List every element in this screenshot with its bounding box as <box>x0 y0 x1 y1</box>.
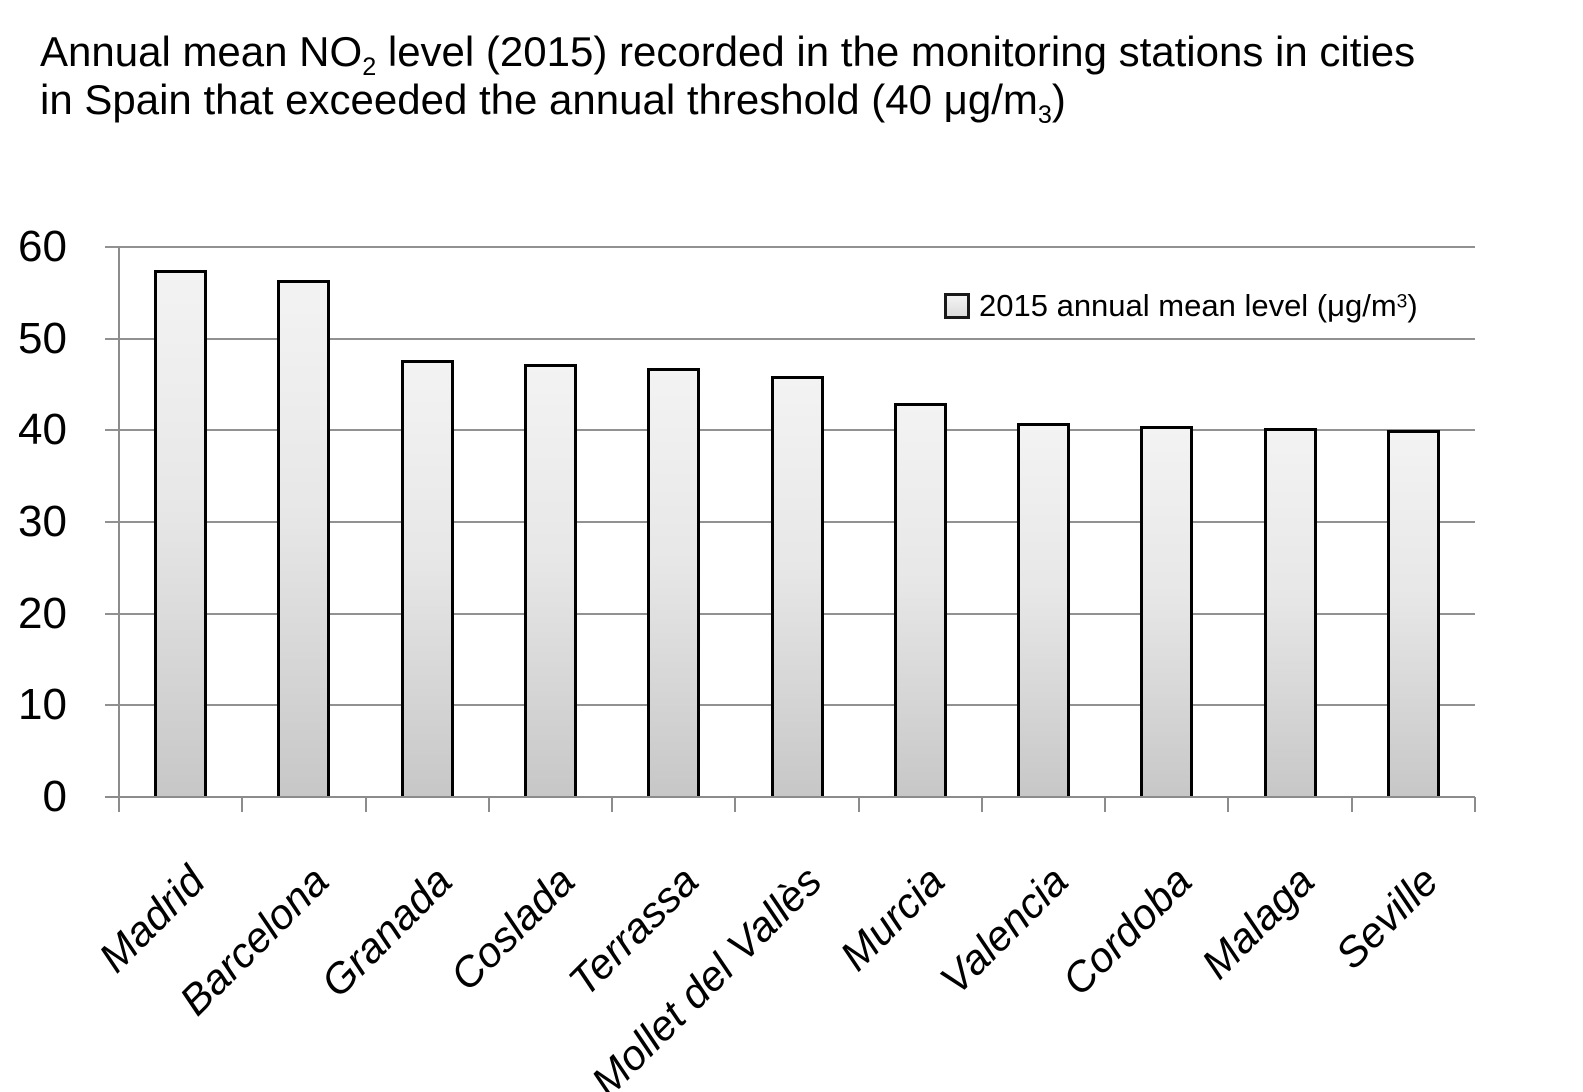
bar-barcelona <box>277 280 331 797</box>
x-axis-tick <box>1227 797 1230 812</box>
bar-madrid <box>154 269 208 797</box>
x-axis-tick <box>980 797 983 812</box>
x-axis-label: Malaga <box>1192 857 1324 988</box>
y-tick-label: 50 <box>18 313 67 363</box>
x-axis-tick <box>241 797 244 812</box>
bar-valencia <box>1017 423 1071 797</box>
subscript-2: 2 <box>362 52 377 81</box>
legend: 2015 annual mean level (μg/m3) <box>944 288 1418 324</box>
x-axis-label: Murcia <box>831 857 954 980</box>
x-axis-label: Granada <box>311 857 461 1006</box>
legend-label: 2015 annual mean level (μg/m3) <box>979 288 1418 323</box>
x-axis-tick <box>734 797 737 812</box>
y-tick-label: 40 <box>18 405 67 455</box>
bar-murcia <box>893 402 947 797</box>
y-tick-label: 0 <box>42 772 67 821</box>
x-axis-tick <box>1350 797 1353 812</box>
y-tick-label: 30 <box>18 497 67 546</box>
x-axis-label: Valencia <box>930 857 1077 1004</box>
bar-seville <box>1386 430 1440 797</box>
subscript-3: 3 <box>1037 100 1052 129</box>
x-axis-tick <box>1104 797 1107 812</box>
y-tick-label: 20 <box>18 588 67 638</box>
bar-malaga <box>1263 427 1317 797</box>
chart-title-line2: in Spain that exceeded the annual thresh… <box>40 76 1066 129</box>
x-axis-tick <box>364 797 367 812</box>
y-axis-line <box>118 247 120 812</box>
bar-cordoba <box>1140 425 1194 797</box>
bar-terrassa <box>647 368 701 797</box>
x-axis-tick <box>1474 797 1476 812</box>
gridline <box>105 246 1475 248</box>
x-axis-tick <box>611 797 614 812</box>
y-tick-label: 10 <box>18 680 67 730</box>
bar-mollet-del-vallès <box>770 376 824 797</box>
chart-title: Annual mean NO2 level (2015) recorded in… <box>40 28 1416 129</box>
chart-title-line1: Annual mean NO2 level (2015) recorded in… <box>40 28 1416 81</box>
x-axis-tick <box>857 797 860 812</box>
superscript-3: 3 <box>1396 291 1408 313</box>
legend-swatch <box>944 293 970 319</box>
x-axis-line-overlay <box>105 796 1475 798</box>
y-tick-label: 60 <box>18 222 67 271</box>
x-axis-label: Coslada <box>441 857 584 1000</box>
gridline <box>105 337 1475 340</box>
x-axis-label: Cordoba <box>1052 857 1201 1005</box>
bar-granada <box>400 359 454 797</box>
x-axis-tick <box>487 797 490 812</box>
x-axis-label: Seville <box>1325 857 1447 978</box>
bar-coslada <box>523 364 577 797</box>
x-axis-label: Madrid <box>89 857 214 982</box>
